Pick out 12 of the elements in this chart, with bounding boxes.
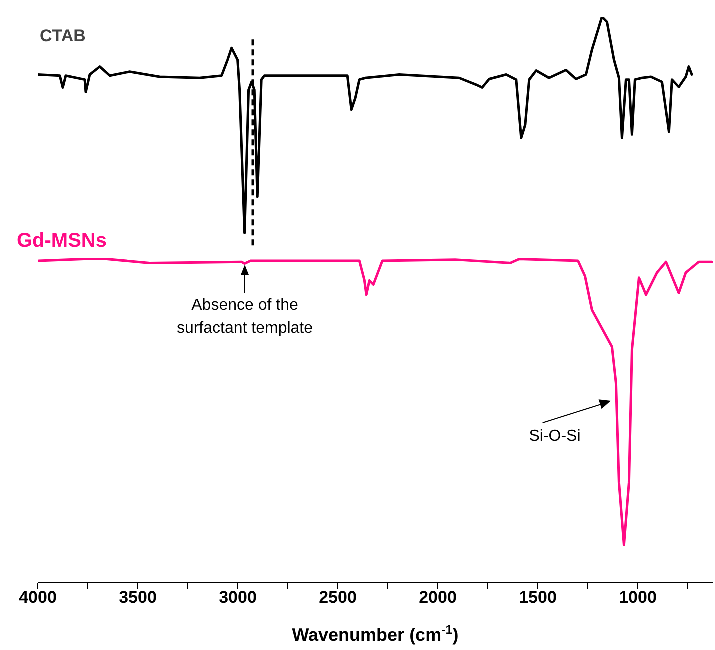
- x-tick-label: 4000: [19, 588, 57, 608]
- annotation: Absence of the surfactant template: [176, 297, 314, 337]
- x-tick-label: 2000: [419, 588, 457, 608]
- x-tick-label: 2500: [319, 588, 357, 608]
- series-label: CTAB: [40, 26, 86, 46]
- series-label: Gd-MSNs: [17, 230, 107, 252]
- x-tick-label: 3000: [219, 588, 257, 608]
- annotation: Si-O-Si: [529, 428, 581, 445]
- x-tick-label: 3500: [119, 588, 157, 608]
- x-tick-label: 1000: [619, 588, 657, 608]
- x-tick-label: 1500: [519, 588, 557, 608]
- x-axis-title: Wavenumber (cm$^{-1}$): [292, 623, 459, 645]
